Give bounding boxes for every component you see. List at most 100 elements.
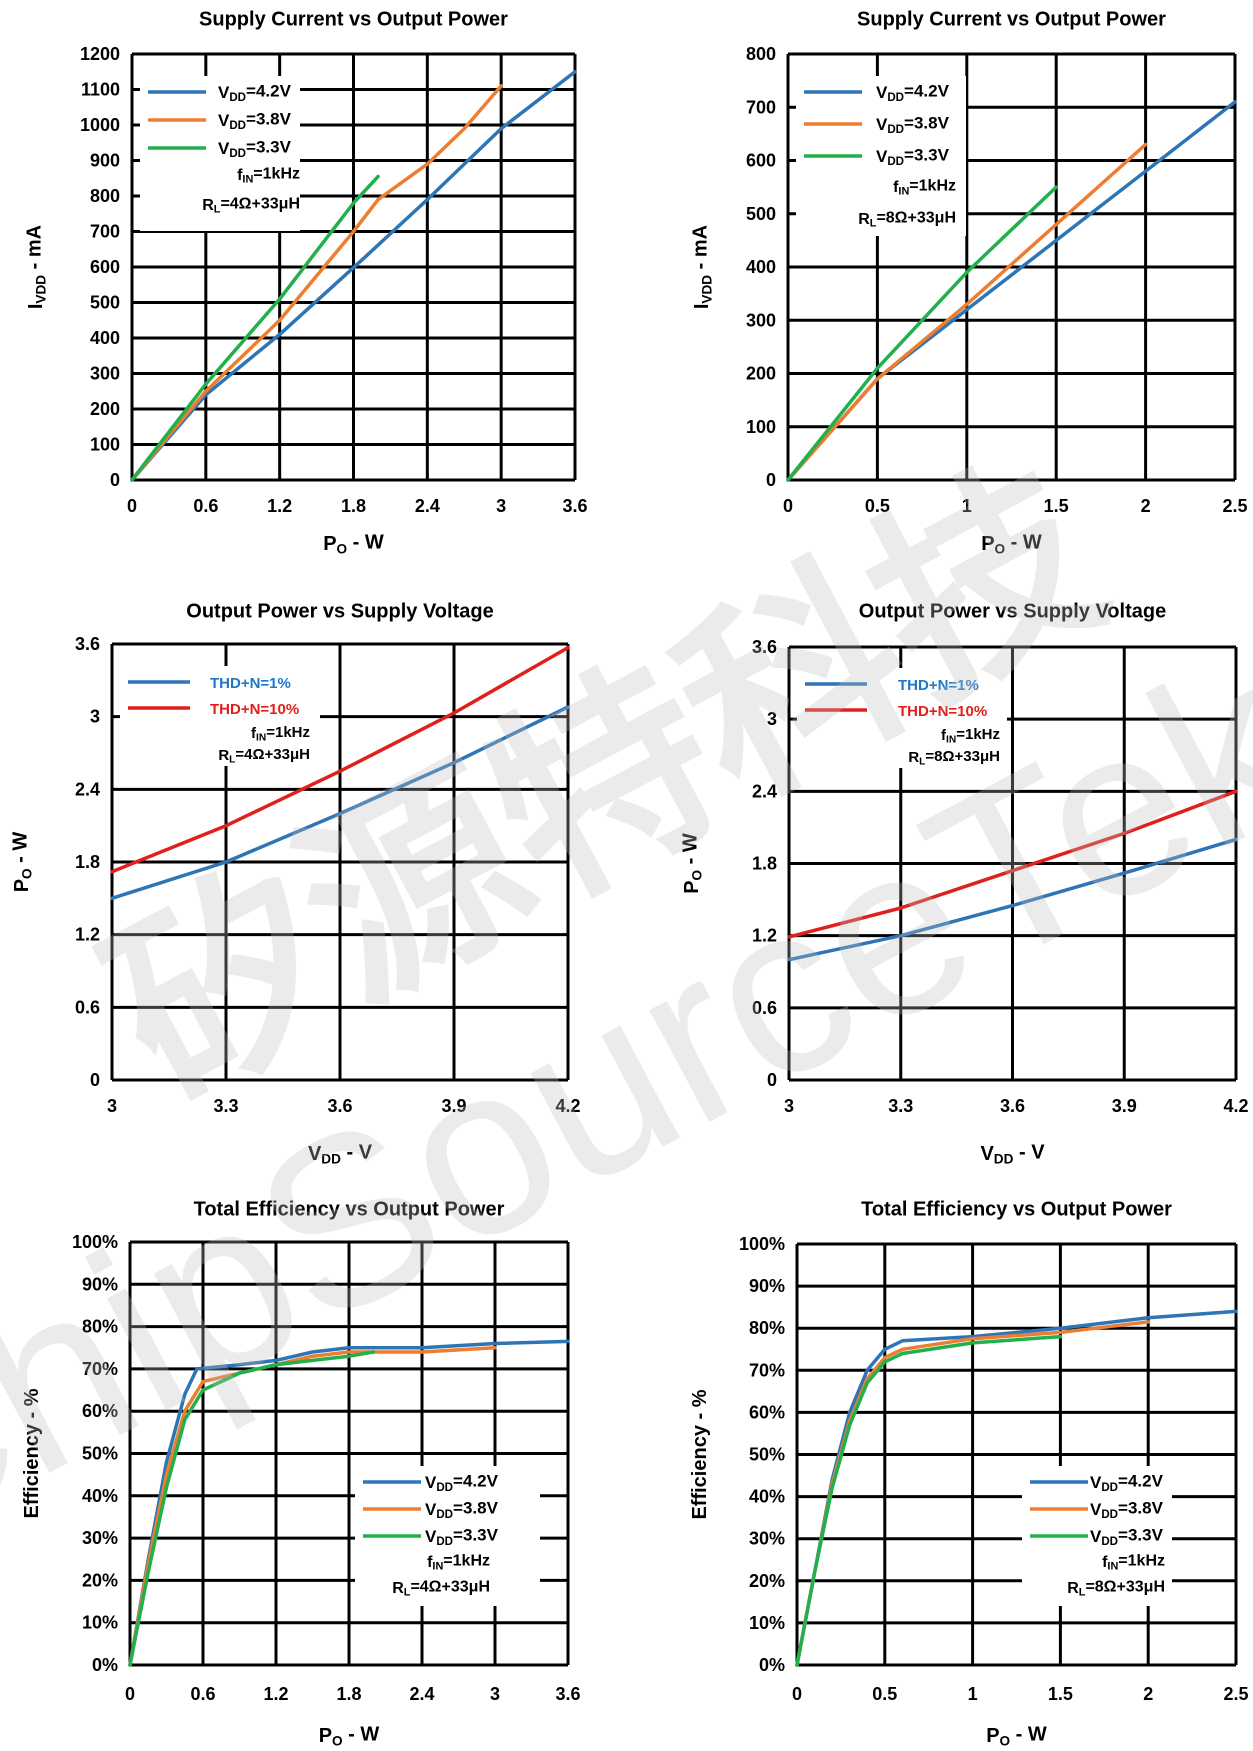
- legend-background: [140, 76, 300, 231]
- legend-note: RL=8Ω+33μH: [908, 748, 1000, 768]
- x-tick-label: 3.3: [888, 1096, 913, 1116]
- y-tick-label: 1.8: [75, 852, 100, 872]
- y-tick-label: 700: [90, 222, 120, 242]
- y-tick-label: 2.4: [75, 779, 100, 799]
- series-line-1: [130, 70, 577, 482]
- x-tick-label: 2.5: [1222, 496, 1247, 516]
- y-tick-label: 0.6: [752, 998, 777, 1018]
- grid: [787, 645, 1238, 1082]
- x-tick-label: 1.2: [267, 496, 292, 516]
- x-tick-label: 4.2: [555, 1096, 580, 1116]
- y-tick-label: 0%: [759, 1655, 785, 1675]
- x-axis-label: VDD - V: [980, 1141, 1045, 1166]
- x-axis-label: PO - W: [981, 531, 1042, 556]
- y-axis-label: Efficiency - %: [689, 1389, 711, 1519]
- x-tick-label: 3.6: [555, 1684, 580, 1704]
- y-tick-label: 80%: [82, 1317, 118, 1337]
- y-tick-label: 900: [90, 151, 120, 171]
- series-line-1: [128, 1339, 570, 1667]
- legend-note: RL=8Ω+33μH: [1067, 1579, 1165, 1599]
- x-tick-label: 1.8: [341, 496, 366, 516]
- series-line-2: [130, 84, 503, 482]
- legend-label: VDD=3.8V: [425, 1499, 499, 1521]
- legend-label: VDD=3.3V: [876, 146, 950, 168]
- legend-note: fIN=1kHz: [893, 178, 956, 198]
- y-tick-label: 90%: [749, 1276, 785, 1296]
- y-axis-label: IVDD - mA: [689, 225, 714, 309]
- legend-note: fIN=1kHz: [1102, 1553, 1165, 1573]
- y-tick-label: 600: [90, 257, 120, 277]
- y-tick-label: 500: [90, 293, 120, 313]
- y-tick-label: 1.2: [75, 925, 100, 945]
- x-tick-label: 1.5: [1044, 496, 1069, 516]
- y-axis-label: IVDD - mA: [23, 225, 48, 309]
- x-tick-label: 0.5: [872, 1684, 897, 1704]
- series-line-2: [787, 789, 1238, 939]
- chart-4: Output Power vs Supply Voltage 3 3.3 3.6 3.9…: [679, 600, 1248, 1166]
- y-tick-label: 20%: [82, 1570, 118, 1590]
- x-tick-label: 0.5: [865, 496, 890, 516]
- y-tick-label: 200: [90, 399, 120, 419]
- y-tick-label: 80%: [749, 1318, 785, 1338]
- y-tick-label: 400: [746, 257, 776, 277]
- x-tick-label: 1: [968, 1684, 978, 1704]
- series-line-1: [787, 837, 1238, 962]
- x-tick-label: 0: [783, 496, 793, 516]
- y-tick-label: 800: [90, 186, 120, 206]
- legend-label: VDD=3.3V: [1090, 1526, 1164, 1548]
- legend-note: RL=8Ω+33μH: [858, 210, 956, 230]
- chart-title: Output Power vs Supply Voltage: [186, 600, 493, 622]
- x-tick-label: 1.2: [263, 1684, 288, 1704]
- y-tick-label: 300: [746, 310, 776, 330]
- x-axis-label: VDD - V: [308, 1141, 373, 1166]
- y-tick-label: 1.2: [752, 926, 777, 946]
- legend-label: VDD=3.8V: [218, 110, 292, 132]
- legend-note: fIN=1kHz: [427, 1553, 490, 1573]
- x-tick-label: 4.2: [1223, 1096, 1248, 1116]
- series-line-3: [795, 1334, 1063, 1667]
- legend-note: fIN=1kHz: [941, 726, 1000, 746]
- legend-label: VDD=3.8V: [876, 114, 950, 136]
- legend-label: VDD=4.2V: [876, 82, 950, 104]
- y-tick-label: 90%: [82, 1274, 118, 1294]
- x-tick-label: 2: [1143, 1684, 1153, 1704]
- x-tick-label: 3.6: [1000, 1096, 1025, 1116]
- legend: VDD=4.2V VDD=3.8V VDD=3.3V fIN=1kHz RL=8Ω+33…: [796, 76, 966, 236]
- chart-5: Total Efficiency vs Output Power 0 0.6 1.2 1…: [21, 1198, 581, 1748]
- y-tick-label: 60%: [749, 1402, 785, 1422]
- x-tick-label: 0.6: [193, 496, 218, 516]
- x-axis-label: PO - W: [323, 531, 384, 556]
- x-tick-label: 1.5: [1048, 1684, 1073, 1704]
- y-tick-label: 400: [90, 328, 120, 348]
- y-tick-label: 70%: [82, 1359, 118, 1379]
- series-line-2: [786, 142, 1148, 482]
- y-axis-label: PO - W: [9, 832, 34, 893]
- y-tick-label: 0.6: [75, 997, 100, 1017]
- legend-label: THD+N=10%: [210, 701, 299, 718]
- series-line-3: [786, 185, 1058, 482]
- y-tick-label: 300: [90, 364, 120, 384]
- legend-label: THD+N=1%: [898, 677, 979, 694]
- series-line-3: [128, 1350, 376, 1667]
- y-tick-label: 200: [746, 364, 776, 384]
- y-tick-label: 3.6: [752, 637, 777, 657]
- legend-label: VDD=3.8V: [1090, 1499, 1164, 1521]
- y-tick-label: 0: [767, 1070, 777, 1090]
- y-tick-label: 100%: [739, 1234, 785, 1254]
- y-tick-label: 2.4: [752, 781, 777, 801]
- y-tick-label: 3: [767, 709, 777, 729]
- y-tick-label: 100%: [72, 1232, 118, 1252]
- y-tick-label: 1.8: [752, 854, 777, 874]
- x-tick-label: 3: [496, 496, 506, 516]
- chart-3: Output Power vs Supply Voltage 3 3.3 3.6 3.9…: [9, 600, 580, 1166]
- y-tick-label: 50%: [749, 1445, 785, 1465]
- x-tick-label: 0: [127, 496, 137, 516]
- legend-note: fIN=1kHz: [237, 166, 300, 186]
- y-tick-label: 0: [766, 470, 776, 490]
- y-tick-label: 10%: [82, 1613, 118, 1633]
- x-tick-label: 3.3: [213, 1096, 238, 1116]
- x-tick-label: 3.6: [327, 1096, 352, 1116]
